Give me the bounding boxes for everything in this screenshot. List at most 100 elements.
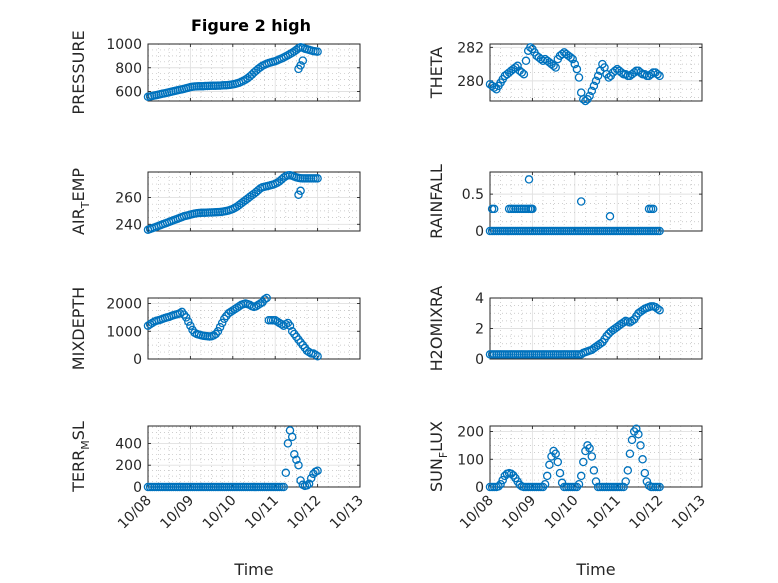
data-point	[574, 479, 584, 489]
data-point	[262, 293, 271, 303]
y-axis-label: SUNFLUX	[427, 421, 450, 492]
y-axis-label: H2OMIXRA	[427, 286, 446, 372]
plot-area	[147, 171, 361, 232]
y-tick-label: 260	[115, 190, 142, 206]
y-tick-label: 800	[115, 61, 142, 77]
data-point	[655, 482, 664, 492]
data-point	[226, 307, 235, 317]
y-tick-label: 4	[475, 291, 484, 307]
data-point	[593, 71, 603, 81]
data-point	[281, 320, 291, 329]
data-point	[143, 321, 153, 330]
data-point	[215, 322, 225, 332]
data-point	[213, 327, 223, 336]
data-point	[145, 320, 155, 329]
data-point	[579, 95, 588, 104]
data-point	[296, 476, 305, 485]
subplot-h2omixra: 0 2 4 H2OMIXRA	[427, 286, 703, 372]
data-point	[519, 69, 529, 79]
data-point	[313, 174, 322, 183]
data-point	[655, 226, 664, 236]
data-point	[224, 309, 233, 318]
y-axis-label: THETA	[427, 47, 446, 99]
data-point	[498, 475, 507, 485]
plot-border	[489, 43, 703, 102]
data-point	[528, 204, 537, 214]
data-point	[309, 349, 318, 358]
data-point	[640, 468, 650, 478]
data-point	[283, 439, 293, 448]
data-point	[629, 68, 639, 77]
data-point	[304, 479, 314, 488]
data-point	[604, 73, 613, 82]
data-point	[253, 300, 263, 310]
data-point	[589, 81, 599, 91]
data-point	[184, 317, 193, 326]
data-point	[591, 477, 601, 486]
data-point	[298, 56, 308, 65]
data-point	[627, 316, 637, 326]
data-point	[296, 186, 305, 196]
data-point	[524, 175, 534, 184]
y-axis-label: MIXDEPTH	[69, 287, 88, 370]
data-point	[625, 449, 635, 458]
data-point	[551, 449, 560, 458]
data-point	[648, 204, 658, 214]
data-point	[521, 56, 531, 66]
y-tick-label: 0	[133, 352, 142, 368]
y-tick-label: 2	[475, 322, 484, 338]
data-point	[549, 61, 558, 71]
plot-border	[147, 297, 361, 360]
data-point	[576, 471, 586, 481]
data-point	[260, 295, 269, 304]
data-point	[313, 466, 322, 475]
data-point	[292, 455, 301, 465]
y-tick-label: 2000	[106, 297, 142, 313]
data-point	[619, 318, 628, 327]
data-point	[570, 59, 580, 69]
data-point	[217, 318, 227, 328]
data-point	[494, 482, 503, 491]
y-axis-label: TERRMSL	[69, 421, 92, 493]
data-point	[642, 477, 652, 486]
y-tick-label: 0	[475, 224, 484, 240]
data-point	[228, 306, 238, 315]
data-point	[232, 303, 242, 312]
plot-area	[147, 425, 361, 488]
data-point	[270, 315, 280, 325]
data-point	[287, 432, 297, 442]
data-point	[619, 482, 628, 492]
data-point	[540, 479, 550, 489]
x-axis-label: Time	[575, 560, 615, 579]
data-point	[555, 468, 565, 478]
data-point	[581, 96, 590, 106]
data-point	[175, 309, 185, 318]
data-point	[181, 313, 191, 322]
plot-border	[147, 171, 361, 232]
data-point	[572, 64, 582, 74]
data-point	[302, 481, 312, 490]
y-tick-label: 1000	[106, 37, 142, 53]
data-point	[634, 430, 643, 439]
data-point	[581, 446, 590, 456]
data-point	[587, 86, 597, 96]
subplot-mixdepth: 0 1000 2000 MIXDEPTH	[69, 287, 361, 370]
data-point	[296, 61, 305, 70]
y-tick-label: 400	[115, 436, 142, 452]
y-tick-label: 0	[133, 480, 142, 496]
y-axis-label: RAINFALL	[427, 164, 446, 239]
data-point	[294, 190, 303, 200]
data-point	[602, 331, 611, 341]
data-point	[638, 455, 647, 464]
data-point	[623, 466, 633, 475]
data-point	[589, 466, 599, 475]
data-point	[256, 63, 265, 72]
data-point	[655, 305, 664, 315]
data-point	[290, 450, 299, 459]
data-point	[251, 302, 261, 311]
y-axis-label: PRESSURE	[69, 30, 88, 114]
y-tick-label: 280	[457, 74, 484, 90]
data-point	[632, 424, 641, 434]
